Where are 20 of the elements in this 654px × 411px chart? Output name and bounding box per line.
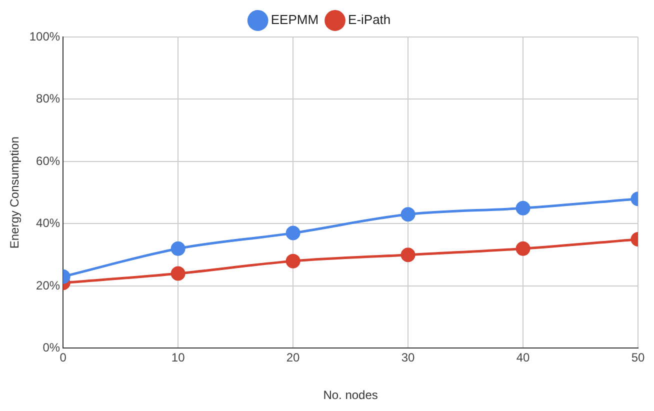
x-tick-label: 20	[286, 350, 300, 365]
x-tick-label: 40	[516, 350, 530, 365]
x-tick-label: 0	[60, 350, 67, 365]
point	[400, 207, 416, 222]
x-tick-label: 30	[401, 350, 416, 365]
y-tick-label: 40%	[36, 216, 60, 230]
y-tick-label: 80%	[36, 92, 60, 106]
y-axis-title: Energy Consumption	[8, 136, 22, 249]
y-tick-label: 0%	[42, 340, 60, 355]
legend-label: E-iPath	[348, 12, 391, 28]
y-tick-label: 60%	[36, 154, 60, 168]
point	[286, 226, 300, 240]
point	[400, 248, 416, 262]
legend-label: EEPMM	[270, 12, 319, 28]
x-axis-title: No. nodes	[323, 388, 378, 402]
y-tick-label: 20%	[36, 278, 60, 292]
y-tick-label: 100%	[29, 29, 60, 44]
x-tick-label: 10	[171, 350, 186, 365]
x-tick-label: 50	[631, 350, 645, 365]
point	[286, 254, 300, 268]
